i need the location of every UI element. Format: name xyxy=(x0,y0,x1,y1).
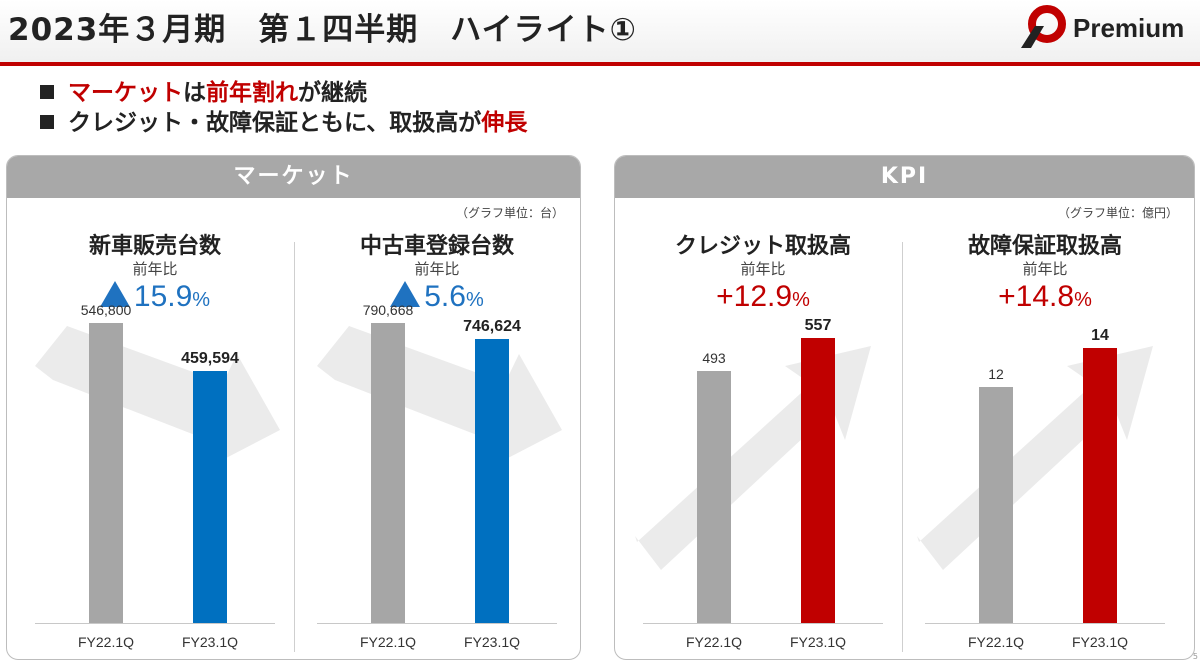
bar-value-label: 12 xyxy=(988,366,1004,383)
bullet-text: は xyxy=(183,80,206,106)
kpi-unit-note: （グラフ単位：億円） xyxy=(1057,206,1178,220)
yoy-change-unit: % xyxy=(192,289,211,311)
chart-subtitle: 前年比 xyxy=(1022,260,1068,278)
chart-title: 故障保証取扱高 xyxy=(967,234,1122,259)
bar-fy22-1q xyxy=(697,370,731,623)
x-tick-label: FY23.1Q xyxy=(463,634,521,650)
summary-bullets: マーケットは前年割れが継続 クレジット・故障保証ともに、取扱高が伸長 xyxy=(40,78,527,138)
bullet-text: 前年割れ xyxy=(206,80,298,106)
yoy-change-value: 5.6 xyxy=(424,280,466,313)
yoy-change-unit: % xyxy=(792,289,810,311)
bar-value-label: 14 xyxy=(1091,326,1109,344)
x-tick-label: FY22.1Q xyxy=(359,634,417,650)
bullet-text: が継続 xyxy=(298,80,367,106)
market-panel: マーケット （グラフ単位：台） 新車販売台数 前年比 15.9% 546,800 FY2… xyxy=(6,155,581,660)
chart-subtitle: 前年比 xyxy=(132,260,178,278)
logo-text: Premium xyxy=(1073,13,1185,43)
chart-subtitle: 前年比 xyxy=(740,260,786,278)
bullet-text: マーケット xyxy=(68,80,183,106)
slide-header: 2023年３月期 第１四半期 ハイライト① Premium xyxy=(0,0,1200,62)
yoy-change: +14.8% xyxy=(905,280,1185,314)
yoy-change: 15.9% xyxy=(15,280,295,314)
bullet-market: マーケットは前年割れが継続 xyxy=(40,78,527,108)
kpi-panel: KPI （グラフ単位：億円） クレジット取扱高 前年比 +12.9% 493 FY22.… xyxy=(614,155,1195,660)
x-tick-label: FY23.1Q xyxy=(789,634,847,650)
yoy-change-unit: % xyxy=(465,289,484,311)
slide-title: 2023年３月期 第１四半期 ハイライト① xyxy=(8,12,637,48)
chart-divider xyxy=(294,242,295,652)
bar-fy23-1q xyxy=(475,339,509,623)
bar-value-label: 790,668 xyxy=(362,301,414,318)
x-axis-line xyxy=(925,623,1165,624)
market-unit-note: （グラフ単位：台） xyxy=(455,206,564,220)
bar-fy23-1q xyxy=(1083,347,1117,623)
chart-warranty-volume: 故障保証取扱高 前年比 +14.8% 12 FY22.1Q 14 FY23.1Q xyxy=(905,198,1185,658)
bar-value-label: 557 xyxy=(804,317,832,335)
x-tick-label: FY23.1Q xyxy=(1071,634,1129,650)
chart-title: 中古車登録台数 xyxy=(359,234,514,259)
premium-logo-mark-icon xyxy=(1021,5,1066,48)
yoy-change: +12.9% xyxy=(623,280,903,314)
chart-subtitle: 前年比 xyxy=(414,260,460,278)
bar-value-label: 546,800 xyxy=(80,302,132,319)
bar-value-label: 493 xyxy=(702,349,726,366)
bar-fy23-1q xyxy=(801,338,835,623)
bullet-kpi: クレジット・故障保証ともに、取扱高が伸長 xyxy=(40,108,527,138)
decrease-triangle-icon xyxy=(390,281,421,307)
chart-title: 新車販売台数 xyxy=(88,234,221,259)
chart-used-car-registrations: 中古車登録台数 前年比 5.6% 790,668 FY22.1Q 746,624 FY23.… xyxy=(297,198,577,658)
x-tick-label: FY22.1Q xyxy=(77,634,135,650)
decrease-triangle-icon xyxy=(99,281,130,307)
bar-fy22-1q xyxy=(371,322,405,623)
bar-fy22-1q xyxy=(89,323,123,623)
kpi-panel-header: KPI xyxy=(615,156,1194,198)
chart-new-car-sales: 新車販売台数 前年比 15.9% 546,800 FY22.1Q 459,594 FY23.… xyxy=(15,198,295,658)
bar-fy23-1q xyxy=(193,370,227,623)
x-axis-line xyxy=(35,623,275,624)
bar-value-label: 746,624 xyxy=(463,318,521,336)
x-tick-label: FY22.1Q xyxy=(685,634,743,650)
premium-logo: Premium xyxy=(1017,4,1197,54)
x-tick-label: FY23.1Q xyxy=(181,634,239,650)
header-accent-line xyxy=(0,62,1200,66)
chart-title: クレジット取扱高 xyxy=(674,234,851,259)
yoy-change-value: +14.8 xyxy=(998,280,1075,313)
bullet-text: クレジット・故障保証ともに、取扱高が xyxy=(68,110,482,136)
yoy-change-unit: % xyxy=(1074,289,1092,311)
bullet-text: 伸長 xyxy=(481,110,528,136)
yoy-change: 5.6% xyxy=(297,280,577,314)
yoy-change-value: 15.9 xyxy=(133,280,193,313)
bar-value-label: 459,594 xyxy=(181,349,239,367)
x-tick-label: FY22.1Q xyxy=(967,634,1025,650)
x-axis-line xyxy=(643,623,883,624)
market-panel-header: マーケット xyxy=(7,156,580,198)
bar-fy22-1q xyxy=(979,387,1013,623)
yoy-change-value: +12.9 xyxy=(716,280,793,313)
x-axis-line xyxy=(317,623,557,624)
square-bullet-icon xyxy=(40,84,54,99)
chart-credit-volume: クレジット取扱高 前年比 +12.9% 493 FY22.1Q 557 FY23.1Q xyxy=(623,198,903,658)
page-number: 5 xyxy=(1192,652,1198,661)
square-bullet-icon xyxy=(40,114,54,129)
chart-divider xyxy=(902,242,903,652)
